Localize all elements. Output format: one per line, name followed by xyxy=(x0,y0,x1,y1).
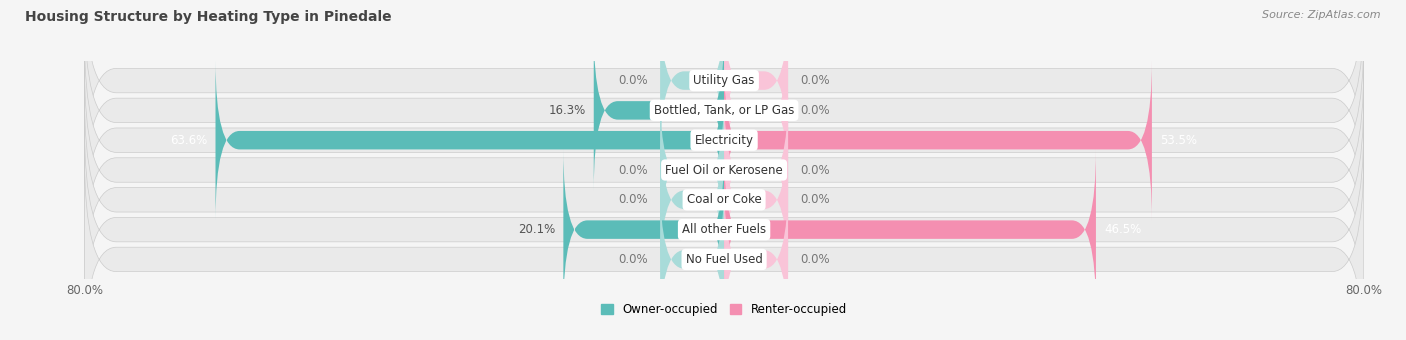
Text: 53.5%: 53.5% xyxy=(1160,134,1197,147)
FancyBboxPatch shape xyxy=(84,0,1364,188)
FancyBboxPatch shape xyxy=(724,0,787,161)
Text: Fuel Oil or Kerosene: Fuel Oil or Kerosene xyxy=(665,164,783,176)
FancyBboxPatch shape xyxy=(564,150,724,310)
Text: 0.0%: 0.0% xyxy=(800,193,830,206)
Text: 0.0%: 0.0% xyxy=(800,253,830,266)
Text: All other Fuels: All other Fuels xyxy=(682,223,766,236)
Text: 0.0%: 0.0% xyxy=(800,74,830,87)
Legend: Owner-occupied, Renter-occupied: Owner-occupied, Renter-occupied xyxy=(596,298,852,321)
FancyBboxPatch shape xyxy=(84,33,1364,247)
FancyBboxPatch shape xyxy=(661,120,724,280)
Text: 0.0%: 0.0% xyxy=(619,193,648,206)
FancyBboxPatch shape xyxy=(724,179,787,340)
FancyBboxPatch shape xyxy=(724,90,787,250)
FancyBboxPatch shape xyxy=(215,60,724,220)
FancyBboxPatch shape xyxy=(84,123,1364,337)
Text: Electricity: Electricity xyxy=(695,134,754,147)
FancyBboxPatch shape xyxy=(84,3,1364,217)
Text: No Fuel Used: No Fuel Used xyxy=(686,253,762,266)
FancyBboxPatch shape xyxy=(661,90,724,250)
FancyBboxPatch shape xyxy=(84,152,1364,340)
Text: 0.0%: 0.0% xyxy=(619,74,648,87)
FancyBboxPatch shape xyxy=(661,179,724,340)
FancyBboxPatch shape xyxy=(724,120,787,280)
Text: 0.0%: 0.0% xyxy=(619,164,648,176)
Text: 0.0%: 0.0% xyxy=(619,253,648,266)
FancyBboxPatch shape xyxy=(84,63,1364,277)
Text: 63.6%: 63.6% xyxy=(170,134,208,147)
Text: Coal or Coke: Coal or Coke xyxy=(686,193,762,206)
FancyBboxPatch shape xyxy=(724,60,1152,220)
Text: 0.0%: 0.0% xyxy=(800,164,830,176)
FancyBboxPatch shape xyxy=(84,93,1364,307)
Text: 16.3%: 16.3% xyxy=(548,104,586,117)
FancyBboxPatch shape xyxy=(593,30,724,190)
FancyBboxPatch shape xyxy=(724,150,1095,310)
Text: Bottled, Tank, or LP Gas: Bottled, Tank, or LP Gas xyxy=(654,104,794,117)
FancyBboxPatch shape xyxy=(661,0,724,161)
Text: 20.1%: 20.1% xyxy=(519,223,555,236)
Text: Utility Gas: Utility Gas xyxy=(693,74,755,87)
Text: 0.0%: 0.0% xyxy=(800,104,830,117)
Text: 46.5%: 46.5% xyxy=(1104,223,1142,236)
Text: Source: ZipAtlas.com: Source: ZipAtlas.com xyxy=(1263,10,1381,20)
FancyBboxPatch shape xyxy=(724,30,787,190)
Text: Housing Structure by Heating Type in Pinedale: Housing Structure by Heating Type in Pin… xyxy=(25,10,392,24)
